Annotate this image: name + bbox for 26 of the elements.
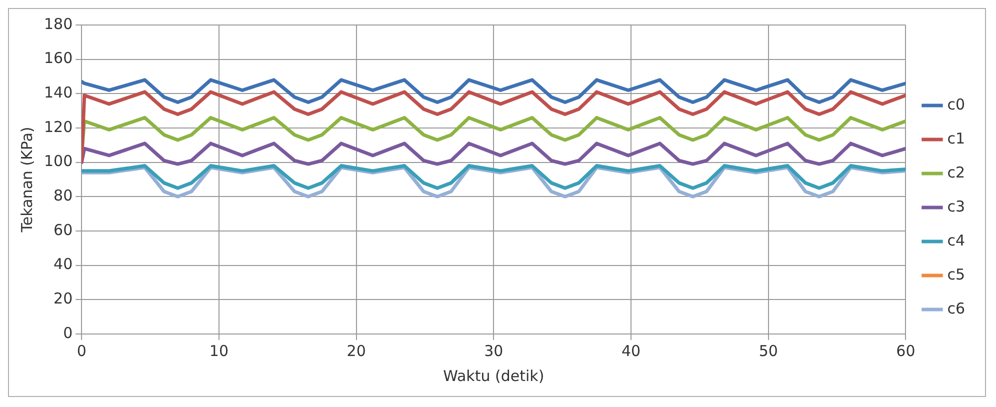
y-tick-label: 60 xyxy=(54,220,73,239)
x-tick-label: 20 xyxy=(346,342,366,360)
x-tick-label: 50 xyxy=(758,342,778,360)
y-axis-title: Tekanan (KPa) xyxy=(18,126,36,234)
legend-label: c3 xyxy=(947,197,966,216)
y-tick-label: 40 xyxy=(54,255,73,274)
y-tick-label: 0 xyxy=(63,324,73,342)
legend-label: c2 xyxy=(947,163,966,182)
y-tick-label: 140 xyxy=(44,84,73,102)
y-tick-label: 20 xyxy=(54,290,73,308)
y-tick-label: 160 xyxy=(44,49,73,68)
x-tick-label: 0 xyxy=(76,342,86,360)
x-axis-title: Waktu (detik) xyxy=(443,366,544,385)
legend-label: c6 xyxy=(947,299,966,318)
legend-label: c5 xyxy=(947,265,966,284)
y-tick-label: 100 xyxy=(44,152,73,170)
y-tick-label: 80 xyxy=(54,186,73,205)
legend-label: c1 xyxy=(947,129,966,148)
x-tick-label: 10 xyxy=(209,342,229,360)
legend-label: c0 xyxy=(947,95,966,114)
x-tick-label: 30 xyxy=(484,342,504,360)
x-tick-label: 60 xyxy=(896,342,916,360)
y-tick-label: 180 xyxy=(44,14,73,33)
legend-label: c4 xyxy=(947,231,966,250)
y-tick-label: 120 xyxy=(44,118,73,136)
x-tick-label: 40 xyxy=(621,342,641,360)
